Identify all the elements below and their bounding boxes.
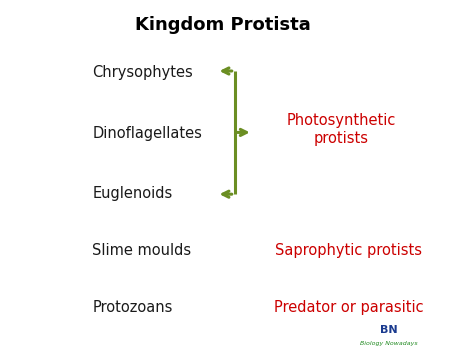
Text: Chrysophytes: Chrysophytes [92, 65, 193, 80]
Text: BN: BN [380, 325, 398, 335]
Text: Biology Nowadays: Biology Nowadays [360, 341, 418, 346]
Text: Saprophytic protists: Saprophytic protists [275, 243, 422, 258]
Text: Dinoflagellates: Dinoflagellates [92, 126, 202, 141]
Text: Predator or parasitic: Predator or parasitic [273, 300, 423, 315]
Text: Euglenoids: Euglenoids [92, 186, 173, 201]
Text: Slime moulds: Slime moulds [92, 243, 191, 258]
Text: Protozoans: Protozoans [92, 300, 173, 315]
Text: Kingdom Protista: Kingdom Protista [135, 16, 310, 34]
Text: Photosynthetic
protists: Photosynthetic protists [287, 113, 396, 146]
